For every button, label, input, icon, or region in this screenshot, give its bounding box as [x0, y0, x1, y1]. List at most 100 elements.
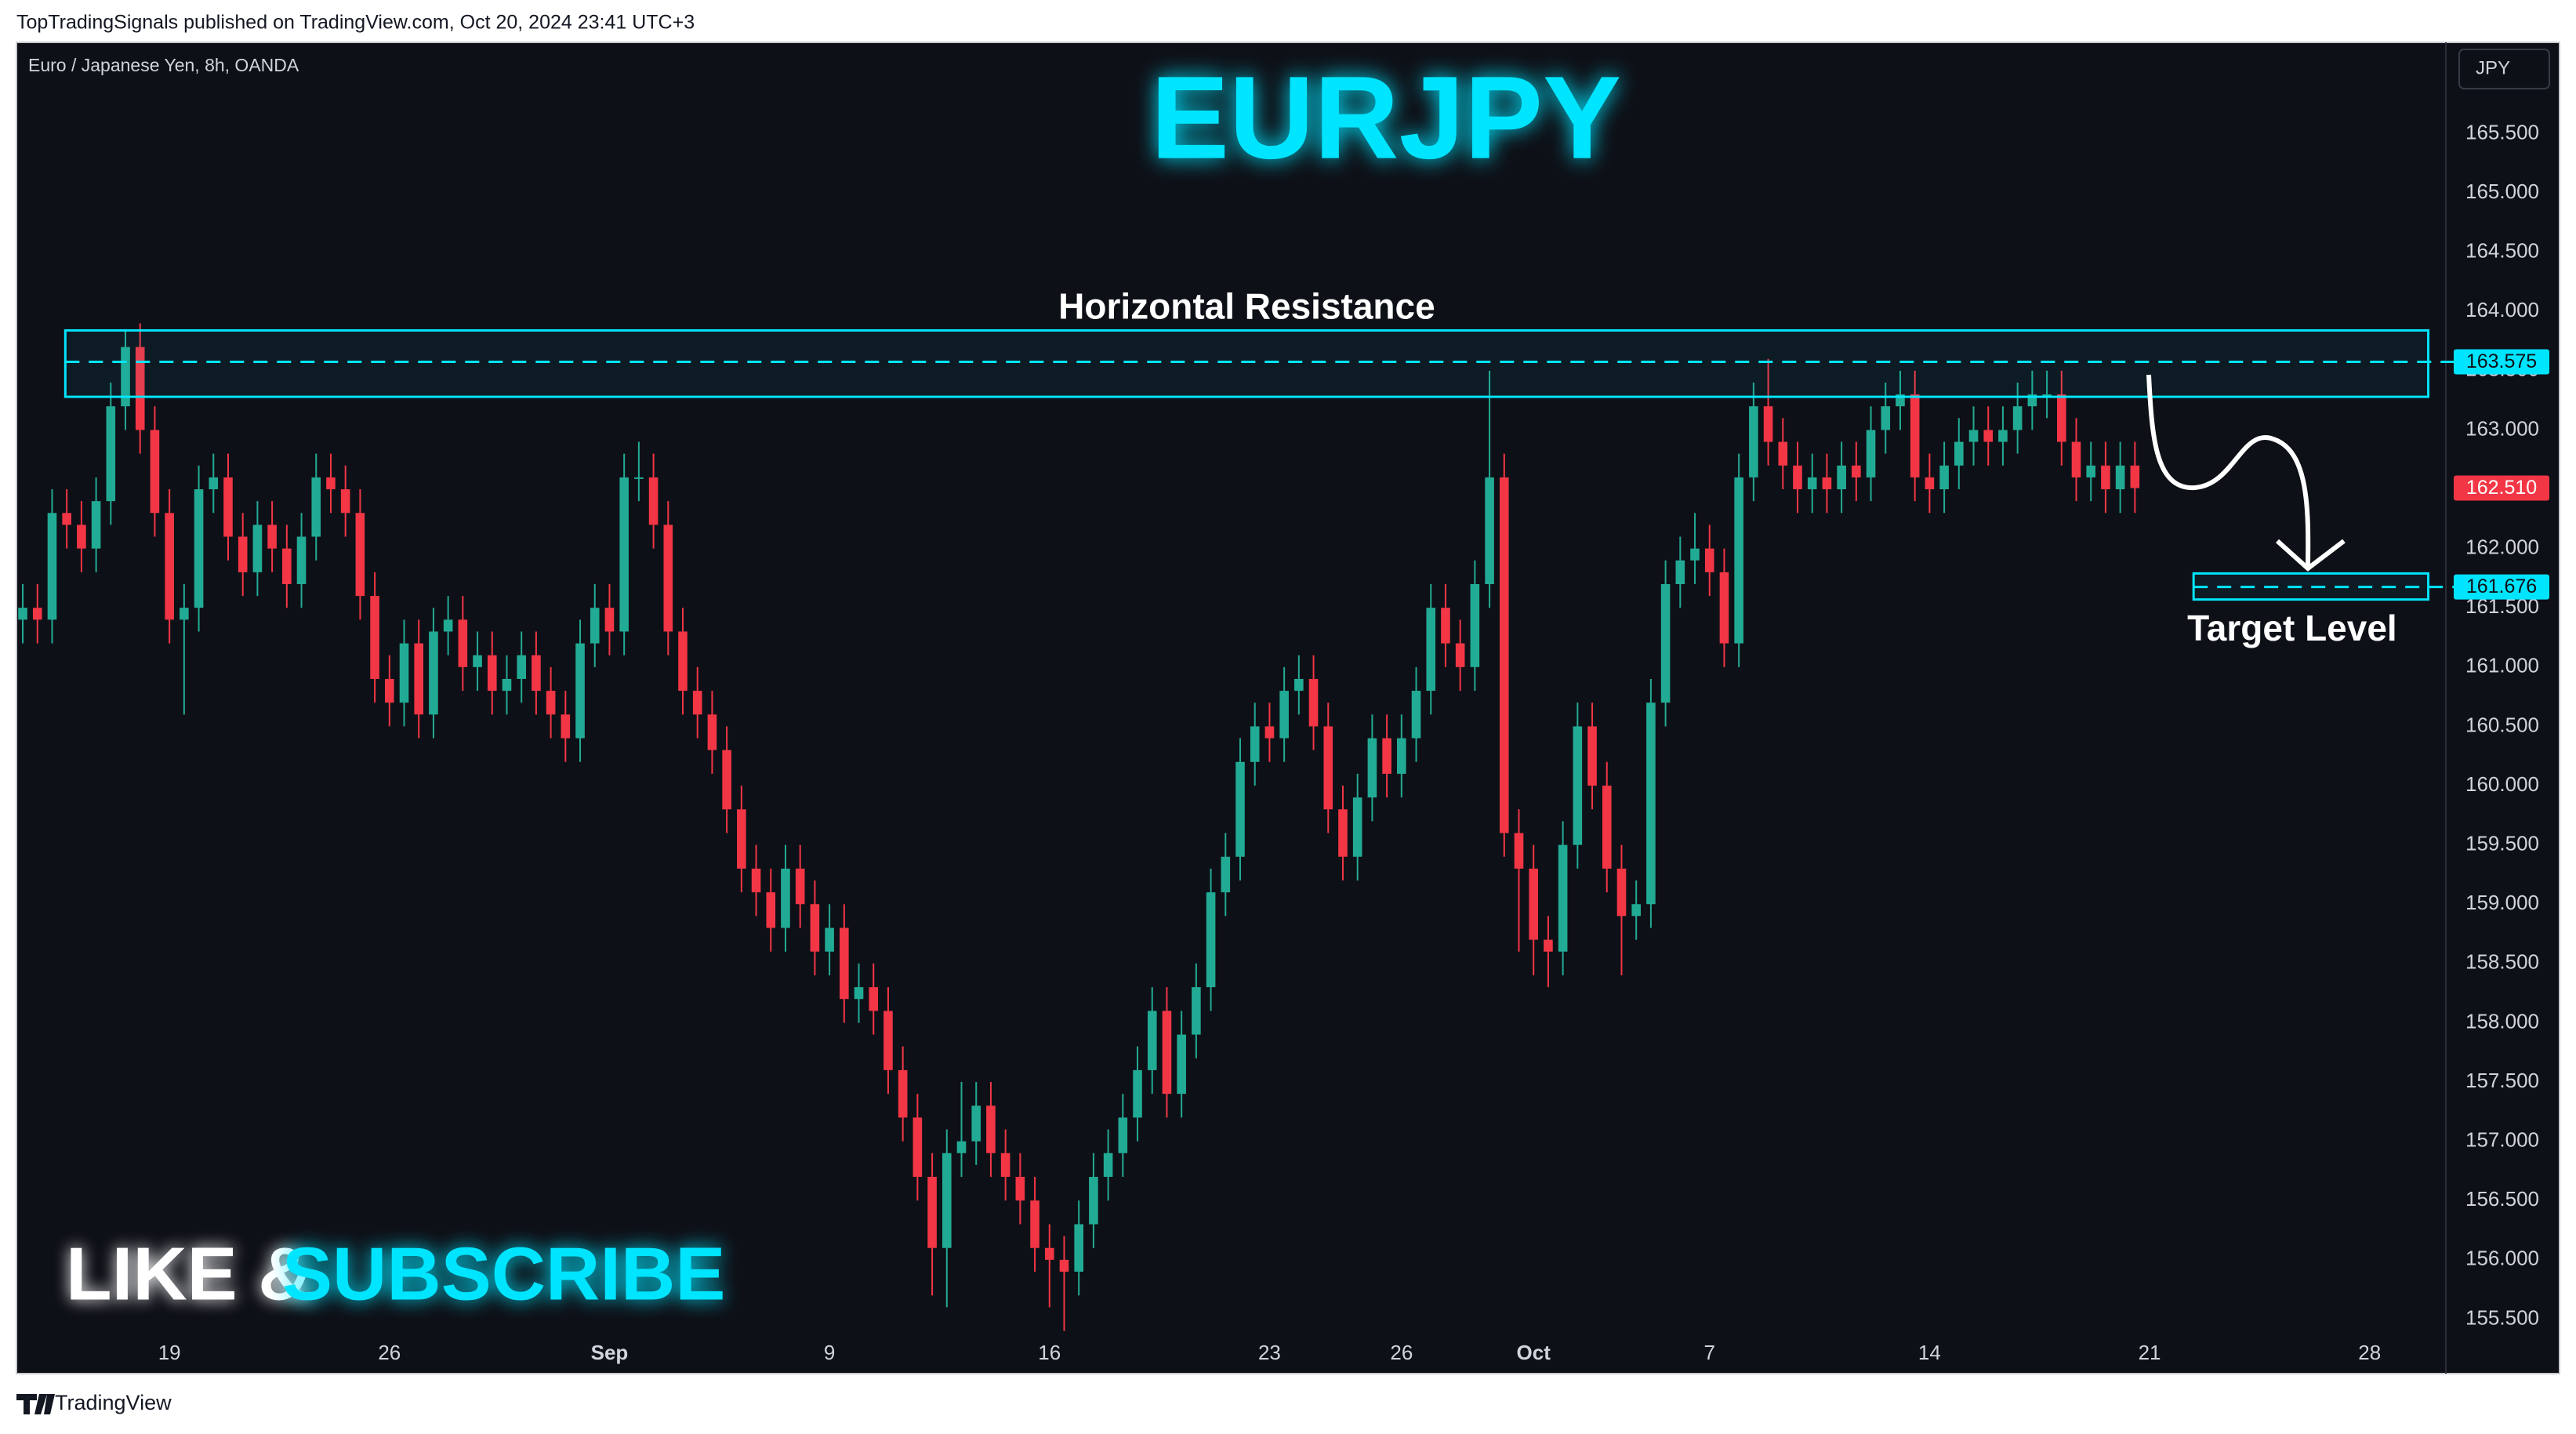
candle-body	[1602, 786, 1612, 869]
candle-body	[91, 501, 101, 549]
candle-body	[1499, 477, 1509, 833]
candle-body	[2027, 394, 2037, 407]
promo-subscribe: SUBSCRIBE	[282, 1232, 725, 1316]
candle-body	[1881, 406, 1891, 430]
candle-body	[634, 477, 644, 479]
currency-label[interactable]: JPY	[2476, 57, 2510, 78]
candle-body	[1558, 844, 1568, 952]
x-tick-label: 7	[1704, 1341, 1715, 1364]
x-tick-label: 9	[824, 1341, 835, 1364]
candle-body	[194, 489, 204, 608]
currency-button[interactable]	[2458, 49, 2550, 89]
candle-body	[810, 904, 820, 952]
y-tick-label: 158.000	[2465, 1009, 2539, 1033]
candle-body	[1866, 430, 1876, 477]
candle-body	[355, 513, 365, 597]
candle-body	[429, 631, 438, 715]
candle-body	[1367, 738, 1377, 798]
candle-body	[1397, 738, 1406, 774]
candle-body	[942, 1153, 952, 1248]
candle-body	[62, 513, 71, 525]
x-tick-label: Sep	[591, 1341, 629, 1364]
candle-body	[1206, 892, 1216, 988]
candle-body	[561, 714, 571, 739]
arrow-head	[2275, 539, 2346, 572]
candle-body	[575, 643, 585, 739]
candle-body	[1426, 608, 1436, 692]
candle-body	[1573, 726, 1583, 845]
candle-body	[1103, 1153, 1113, 1178]
candle-body	[766, 892, 776, 928]
candle-body	[1470, 583, 1480, 667]
candle-body	[751, 868, 761, 893]
candle-body	[1147, 1011, 1157, 1070]
candle-body	[180, 608, 189, 620]
candle-body	[927, 1177, 937, 1248]
y-tick-label: 160.000	[2465, 772, 2539, 796]
candle-body	[1279, 691, 1289, 739]
candle-body	[1734, 477, 1743, 644]
candle-body	[546, 691, 556, 715]
candle-body	[1352, 797, 1362, 857]
candle-body	[1059, 1259, 1069, 1272]
candle-body	[18, 608, 27, 620]
y-tick-label: 164.000	[2465, 298, 2539, 321]
candle-body	[1837, 465, 1846, 490]
candle-body	[32, 608, 42, 620]
y-tick-label: 163.000	[2465, 416, 2539, 440]
y-tick-label: 157.000	[2465, 1128, 2539, 1152]
price-label: 163.575	[2466, 350, 2537, 372]
candle-body	[869, 987, 879, 1011]
chart-title: EURJPY	[1151, 52, 1621, 183]
x-tick-label: Oct	[1517, 1341, 1551, 1364]
candle-body	[590, 608, 600, 644]
candle-body	[1704, 548, 1714, 572]
candle-body	[1998, 430, 2008, 442]
x-tick-label: 21	[2139, 1341, 2161, 1364]
candle-body	[1118, 1117, 1128, 1153]
candle-body	[956, 1141, 967, 1153]
candle-body	[840, 928, 849, 1000]
price-label: 161.676	[2466, 575, 2537, 597]
price-label-bg	[2454, 349, 2549, 375]
candle-body	[443, 619, 453, 632]
candle-body	[2086, 465, 2096, 477]
candle-body	[1308, 678, 1319, 727]
candle-body	[340, 489, 350, 514]
candle-body	[1631, 904, 1641, 917]
y-tick-label: 160.500	[2465, 713, 2539, 736]
candle-body	[47, 513, 57, 620]
candle-body	[2115, 465, 2125, 490]
candle-body	[604, 608, 615, 632]
candle-body	[692, 691, 702, 715]
x-tick-label: 14	[1918, 1341, 1941, 1364]
candle-body	[1485, 477, 1494, 584]
candle-body	[370, 596, 379, 679]
candle-body	[1264, 726, 1275, 739]
plot: 155.500 156.000 156.500 157.000 157.500 158.0…	[18, 120, 2549, 1364]
candle-body	[1910, 394, 1920, 477]
candle-body	[2042, 394, 2052, 397]
candle-body	[1133, 1069, 1142, 1118]
candle-body	[1544, 939, 1553, 952]
candle-body	[1749, 406, 1758, 477]
price-label-bg	[2454, 574, 2549, 600]
y-tick-label: 156.000	[2465, 1247, 2539, 1270]
candle-body	[150, 430, 160, 514]
y-tick-label: 161.000	[2465, 654, 2539, 677]
x-tick-label: 28	[2358, 1341, 2381, 1364]
candle-body	[1411, 691, 1421, 739]
y-tick-label: 156.500	[2465, 1187, 2539, 1211]
candle-body	[912, 1117, 923, 1178]
candle-body	[854, 987, 864, 1000]
candle-body	[2071, 441, 2081, 477]
y-tick-label: 165.000	[2465, 180, 2539, 203]
tv-logo	[16, 1394, 55, 1414]
publisher-line: TopTradingSignals published on TradingVi…	[16, 12, 695, 34]
last-price-label: 162.510	[2466, 477, 2537, 499]
candle-body	[1939, 465, 1949, 490]
candle-body	[238, 536, 248, 572]
candle-body	[722, 750, 731, 810]
